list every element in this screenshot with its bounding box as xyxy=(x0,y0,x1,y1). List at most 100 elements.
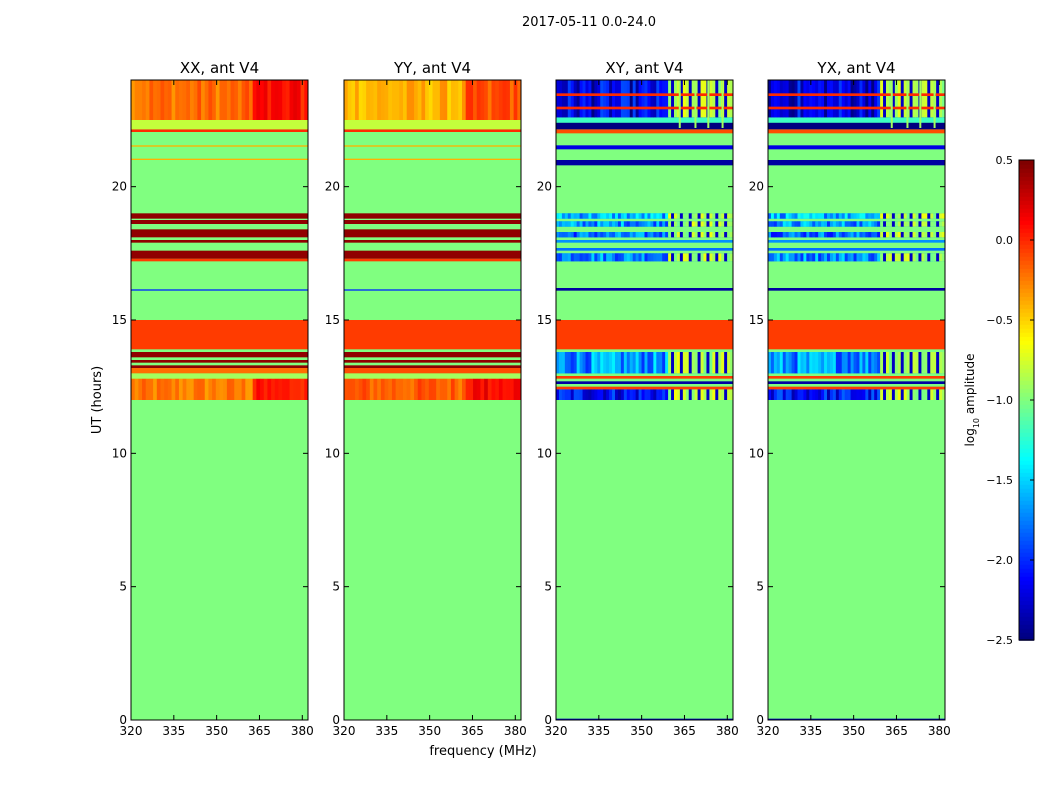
colorbar-tick-label: 0.0 xyxy=(996,234,1014,247)
heatmap-cell xyxy=(903,80,908,118)
colorbar-segment xyxy=(1019,376,1034,381)
heatmap-cell xyxy=(809,232,813,238)
heatmap-cell xyxy=(847,352,852,374)
heatmap-cell xyxy=(679,221,684,227)
heatmap-cell xyxy=(462,378,467,400)
heatmap-cell xyxy=(850,352,855,374)
heatmap-band xyxy=(344,213,521,219)
heatmap-cell xyxy=(718,221,722,227)
heatmap-band xyxy=(131,250,308,259)
heatmap-cell xyxy=(256,80,261,120)
heatmap-cell xyxy=(791,232,796,238)
heatmap-cell xyxy=(794,221,799,227)
heatmap-cell xyxy=(632,213,637,219)
x-tick-label: 365 xyxy=(248,724,271,738)
heatmap-cell xyxy=(829,80,834,118)
heatmap-cell xyxy=(662,80,666,118)
heatmap-cell xyxy=(829,253,834,262)
heatmap-cell xyxy=(832,253,837,262)
heatmap-cell xyxy=(558,221,563,227)
heatmap-cell xyxy=(131,80,136,120)
band-texture xyxy=(344,80,521,120)
heatmap-cell xyxy=(219,378,224,400)
heatmap-cell xyxy=(868,232,872,238)
heatmap-cell xyxy=(697,232,702,238)
heatmap-cell xyxy=(421,80,426,120)
heatmap-cell xyxy=(223,378,228,400)
heatmap-cell xyxy=(498,80,504,120)
heatmap-cell xyxy=(868,253,872,262)
heatmap-cell xyxy=(700,232,705,238)
heatmap-cell xyxy=(862,221,866,227)
heatmap-cell xyxy=(865,213,869,219)
heatmap-band xyxy=(131,289,308,291)
heatmap-cell xyxy=(906,352,911,374)
heatmap-band xyxy=(344,158,521,160)
heatmap-cell xyxy=(939,80,943,118)
heatmap-cell xyxy=(556,221,560,227)
heatmap-cell xyxy=(915,232,920,238)
heatmap-cell xyxy=(730,389,733,400)
heatmap-cell xyxy=(874,221,878,227)
heatmap-cell xyxy=(697,221,702,227)
heatmap-cell xyxy=(930,80,934,118)
heatmap-cell xyxy=(859,213,863,219)
heatmap-cell xyxy=(506,378,511,400)
heatmap-cell xyxy=(263,378,269,400)
heatmap-cell xyxy=(812,221,816,227)
heatmap-band xyxy=(344,365,521,368)
heatmap-cell xyxy=(727,80,731,118)
heatmap-cell xyxy=(609,253,613,262)
heatmap-cell xyxy=(900,352,905,374)
heatmap-cell xyxy=(676,253,681,262)
heatmap-cell xyxy=(665,232,669,238)
panel-frame xyxy=(767,79,946,721)
heatmap-band xyxy=(344,129,521,132)
colorbar-segment xyxy=(1019,636,1034,641)
heatmap-cell xyxy=(567,80,572,118)
colorbar-segment xyxy=(1019,180,1034,185)
heatmap-cell xyxy=(606,389,610,400)
heatmap-cell xyxy=(556,80,560,118)
heatmap-cell xyxy=(629,213,634,219)
heatmap-cell xyxy=(821,221,825,227)
heatmap-cell xyxy=(676,221,681,227)
heatmap-cell xyxy=(517,80,521,120)
colorbar-segment xyxy=(1019,216,1034,221)
heatmap-cell xyxy=(709,253,713,262)
heatmap-cell xyxy=(600,221,604,227)
heatmap-cell xyxy=(164,378,169,400)
heatmap-cell xyxy=(650,221,654,227)
heatmap-cell xyxy=(824,221,828,227)
heatmap-cell xyxy=(921,221,925,227)
heatmap-cell xyxy=(582,221,587,227)
heatmap-cell xyxy=(561,221,566,227)
heatmap-cell xyxy=(682,253,687,262)
heatmap-cell xyxy=(724,221,728,227)
heatmap-cell xyxy=(936,389,940,400)
heatmap-cell xyxy=(513,378,518,400)
heatmap-cell xyxy=(579,232,584,238)
colorbar-segment xyxy=(1019,568,1034,573)
heatmap-cell xyxy=(724,232,728,238)
heatmap-cell xyxy=(564,221,569,227)
heatmap-cell xyxy=(794,389,799,400)
heatmap-cell xyxy=(665,352,669,374)
heatmap-cell xyxy=(570,253,575,262)
heatmap-band xyxy=(768,160,945,166)
heatmap-cell xyxy=(921,213,925,219)
heatmap-cell xyxy=(676,80,681,118)
heatmap-cell xyxy=(844,253,849,262)
heatmap-cell xyxy=(230,80,235,120)
heatmap-cell xyxy=(779,232,784,238)
heatmap-cell xyxy=(915,389,920,400)
heatmap-cell xyxy=(668,213,672,219)
heatmap-cell xyxy=(877,80,881,118)
heatmap-cell xyxy=(806,221,810,227)
heatmap-cell xyxy=(838,232,843,238)
heatmap-cell xyxy=(770,221,775,227)
heatmap-cell xyxy=(883,389,887,400)
heatmap-cell xyxy=(480,80,485,120)
colorbar-segment xyxy=(1019,400,1034,405)
heatmap-cell xyxy=(921,253,925,262)
